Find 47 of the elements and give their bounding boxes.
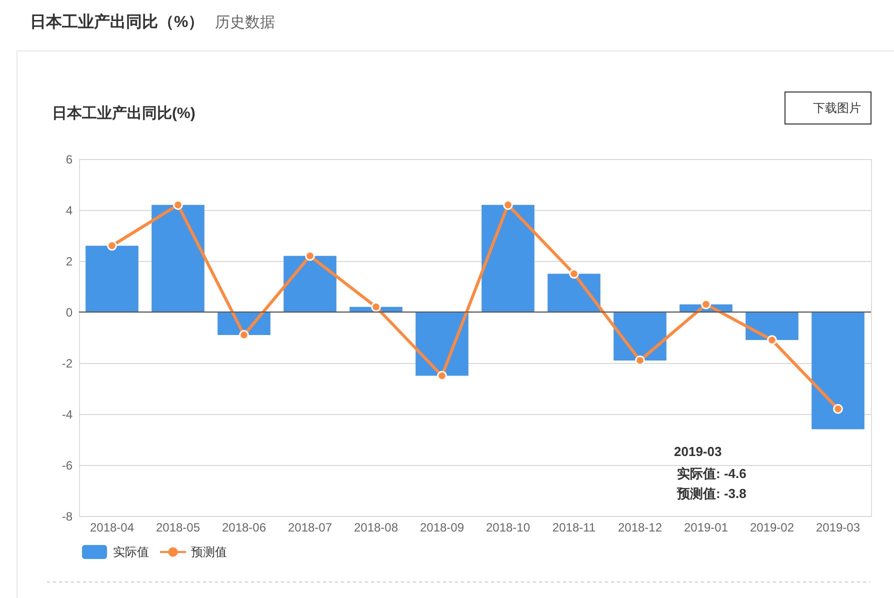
bar xyxy=(548,274,600,312)
x-tick-label: 2019-01 xyxy=(684,520,728,534)
point xyxy=(635,356,645,366)
bar xyxy=(152,204,204,312)
x-tick-label: 2018-09 xyxy=(420,520,464,534)
point xyxy=(833,404,843,414)
x-tick-label: 2018-04 xyxy=(90,520,134,534)
x-tick-label: 2018-12 xyxy=(618,520,662,534)
chart-title: 日本工业产出同比(%) xyxy=(52,105,196,122)
y-tick-label: 6 xyxy=(66,152,73,166)
x-tick-label: 2019-03 xyxy=(816,520,860,534)
y-tick-label: 0 xyxy=(66,306,73,320)
point xyxy=(437,370,447,381)
x-tick-label: 2018-05 xyxy=(156,520,200,534)
point xyxy=(767,335,777,345)
annotation: 实际值: -4.6 xyxy=(677,466,746,481)
y-tick-label: -6 xyxy=(62,458,73,472)
legend-label: 预测值 xyxy=(191,545,227,559)
x-tick-label: 2018-11 xyxy=(552,520,596,534)
bar xyxy=(86,246,138,312)
x-tick-label: 2018-06 xyxy=(222,520,266,534)
x-tick-label: 2018-08 xyxy=(354,520,398,534)
bar xyxy=(812,312,864,430)
point xyxy=(701,299,711,310)
x-tick-label: 2019-02 xyxy=(750,520,794,534)
annotation: 预测值: -3.8 xyxy=(676,486,746,501)
annotation: 2019-03 xyxy=(674,444,722,459)
point xyxy=(569,268,579,279)
y-tick-label: 2 xyxy=(66,254,73,268)
y-tick-label: -4 xyxy=(62,408,73,422)
x-tick-label: 2018-07 xyxy=(288,520,332,534)
text: 下载图片 xyxy=(813,101,861,115)
x-tick-label: 2018-10 xyxy=(486,520,530,534)
bar xyxy=(614,312,666,360)
bar xyxy=(746,312,798,340)
point xyxy=(239,330,249,340)
point xyxy=(107,240,117,251)
point xyxy=(371,302,381,312)
text: 历史数据 xyxy=(215,14,275,31)
y-tick-label: -8 xyxy=(62,510,73,524)
bar xyxy=(284,256,336,312)
y-tick-label: -2 xyxy=(62,356,73,370)
legend-label: 实际值 xyxy=(113,545,149,559)
bar xyxy=(482,204,534,312)
bar xyxy=(416,312,468,376)
text: 日本工业产出同比（%） xyxy=(30,13,204,31)
y-tick-label: 4 xyxy=(66,204,73,218)
